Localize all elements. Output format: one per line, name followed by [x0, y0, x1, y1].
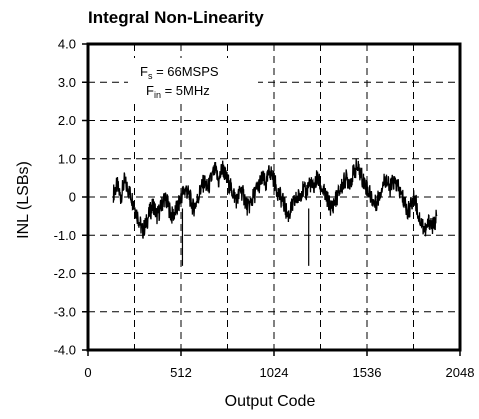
annotation-line-1-sub: s	[148, 71, 153, 81]
y-tick-label: 2.0	[58, 113, 76, 128]
annotation-line-2-sub: in	[154, 90, 161, 100]
y-tick-label: 4.0	[58, 37, 76, 52]
y-axis-label: INL (LSBs)	[15, 161, 32, 239]
annotation-background	[128, 58, 258, 104]
inl-series-line	[112, 158, 438, 239]
annotation-line-2: Fin = 5MHz	[146, 83, 210, 100]
x-axis-label: Output Code	[225, 393, 316, 410]
y-tick-label: -1.0	[54, 228, 76, 243]
annotation-line-1: Fs = 66MSPS	[140, 64, 219, 81]
y-tick-label: -3.0	[54, 304, 76, 319]
x-tick-label: 512	[170, 365, 192, 380]
y-tick-label: 3.0	[58, 75, 76, 90]
annotation-line-2-rest: = 5MHz	[161, 83, 210, 98]
y-tick-label: 1.0	[58, 151, 76, 166]
x-tick-label: 2048	[446, 365, 475, 380]
y-tick-label: -2.0	[54, 266, 76, 281]
grid-lines	[88, 44, 460, 350]
annotation-line-2-main: F	[146, 83, 154, 98]
annotation-box: Fs = 66MSPS Fin = 5MHz	[128, 58, 258, 104]
y-tick-label: 0	[69, 190, 76, 205]
chart-title: Integral Non-Linearity	[88, 8, 264, 27]
x-tick-label: 1536	[353, 365, 382, 380]
annotation-line-1-main: F	[140, 64, 148, 79]
y-tick-label: -4.0	[54, 343, 76, 358]
tick-labels: 0 512 1024 1536 2048 4.0 3.0 2.0 1.0 0 -1.0 -2.0 -3.…	[54, 37, 475, 381]
annotation-line-1-rest: = 66MSPS	[152, 64, 218, 79]
x-tick-label: 1024	[260, 365, 289, 380]
axes	[82, 42, 462, 356]
plot-area	[112, 158, 438, 266]
x-tick-label: 0	[84, 365, 91, 380]
